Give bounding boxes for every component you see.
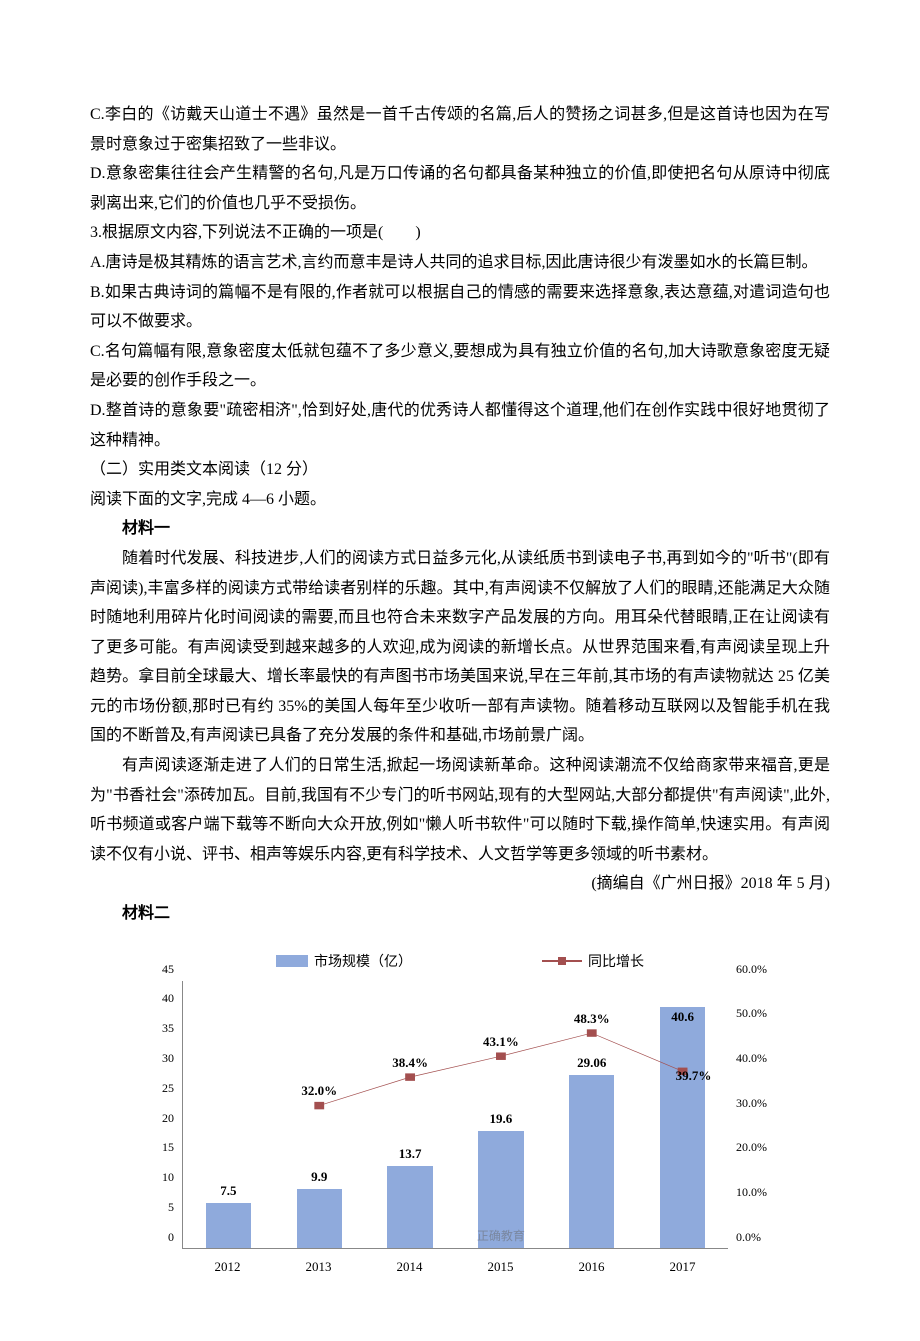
y-tick-left: 30 — [140, 1052, 180, 1064]
line-value-label: 43.1% — [483, 1034, 519, 1050]
y-axis-right: 0.0%10.0%20.0%30.0%40.0%50.0%60.0% — [730, 981, 780, 1249]
paragraph: C.李白的《访戴天山道士不遇》虽然是一首千古传颂的名篇,后人的赞扬之词甚多,但是… — [90, 100, 830, 159]
y-tick-left: 25 — [140, 1082, 180, 1094]
y-tick-right: 20.0% — [730, 1141, 780, 1153]
y-tick-left: 35 — [140, 1022, 180, 1034]
paragraph: A.唐诗是极其精炼的语言艺术,言约而意丰是诗人共同的追求目标,因此唐诗很少有泼墨… — [90, 248, 830, 278]
y-tick-left: 10 — [140, 1171, 180, 1183]
y-tick-right: 0.0% — [730, 1231, 780, 1243]
x-tick: 2016 — [579, 1259, 605, 1275]
paragraph: D.整首诗的意象要"疏密相济",恰到好处,唐代的优秀诗人都懂得这个道理,他们在创… — [90, 396, 830, 455]
paragraph: (摘编自《广州日报》2018 年 5 月) — [90, 869, 830, 899]
market-chart: 市场规模（亿） 同比增长 0 5 10 15 20 25 30 35 40 45 0.0% 10.0… — [140, 951, 780, 1281]
y-tick-right: 30.0% — [730, 1097, 780, 1109]
y-tick-left: 5 — [140, 1201, 180, 1213]
y-tick-right: 40.0% — [730, 1052, 780, 1064]
legend-line-label: 同比增长 — [588, 951, 644, 971]
paragraph: 材料一 — [90, 514, 830, 544]
x-tick: 2014 — [397, 1259, 423, 1275]
line-value-label: 38.4% — [392, 1055, 428, 1071]
paragraph: 阅读下面的文字,完成 4—6 小题。 — [90, 485, 830, 515]
plot-area: 7.59.913.719.629.0640.632.0%38.4%43.1%48… — [182, 981, 728, 1249]
paragraph: 材料二 — [90, 899, 830, 929]
x-axis: 2012 2013 2014 2015 2016 2017 — [182, 1255, 728, 1275]
line-value-label: 48.3% — [574, 1011, 610, 1027]
watermark: 正确教育 — [477, 1227, 525, 1244]
y-tick-left: 15 — [140, 1141, 180, 1153]
y-tick-right: 10.0% — [730, 1186, 780, 1198]
y-tick-left: 0 — [140, 1231, 180, 1243]
legend-bar-item: 市场规模（亿） — [276, 951, 412, 971]
y-tick-right: 50.0% — [730, 1007, 780, 1019]
paragraph: C.名句篇幅有限,意象密度太低就包蕴不了多少意义,要想成为具有独立价值的名句,加… — [90, 337, 830, 396]
line-value-label: 32.0% — [301, 1083, 337, 1099]
legend-line-item: 同比增长 — [542, 951, 644, 971]
text-content: C.李白的《访戴天山道士不遇》虽然是一首千古传颂的名篇,后人的赞扬之词甚多,但是… — [90, 100, 830, 929]
y-tick-left: 45 — [140, 963, 180, 975]
y-tick-left: 20 — [140, 1112, 180, 1124]
x-tick: 2015 — [488, 1259, 514, 1275]
legend-line-swatch — [542, 960, 582, 962]
line-value-label: 39.7% — [676, 1068, 712, 1084]
line-series — [183, 981, 728, 1248]
y-tick-left: 40 — [140, 992, 180, 1004]
paragraph: （二）实用类文本阅读（12 分） — [90, 455, 830, 485]
y-axis-left: 051015202530354045 — [140, 981, 180, 1249]
x-tick: 2012 — [215, 1259, 241, 1275]
paragraph: B.如果古典诗词的篇幅不是有限的,作者就可以根据自己的情感的需要来选择意象,表达… — [90, 278, 830, 337]
legend-bar-label: 市场规模（亿） — [314, 951, 412, 971]
paragraph: D.意象密集往往会产生精警的名句,凡是万口传诵的名句都具备某种独立的价值,即使把… — [90, 159, 830, 218]
chart-container: 市场规模（亿） 同比增长 0 5 10 15 20 25 30 35 40 45 0.0% 10.0… — [90, 951, 830, 1281]
chart-legend: 市场规模（亿） 同比增长 — [140, 951, 780, 971]
y-tick-right: 60.0% — [730, 963, 780, 975]
legend-bar-swatch — [276, 955, 308, 967]
document-page: C.李白的《访戴天山道士不遇》虽然是一首千古传颂的名篇,后人的赞扬之词甚多,但是… — [0, 0, 920, 1341]
x-tick: 2017 — [670, 1259, 696, 1275]
paragraph: 有声阅读逐渐走进了人们的日常生活,掀起一场阅读新革命。这种阅读潮流不仅给商家带来… — [90, 751, 830, 869]
paragraph: 3.根据原文内容,下列说法不正确的一项是( ) — [90, 218, 830, 248]
x-tick: 2013 — [306, 1259, 332, 1275]
paragraph: 随着时代发展、科技进步,人们的阅读方式日益多元化,从读纸质书到读电子书,再到如今… — [90, 544, 830, 751]
